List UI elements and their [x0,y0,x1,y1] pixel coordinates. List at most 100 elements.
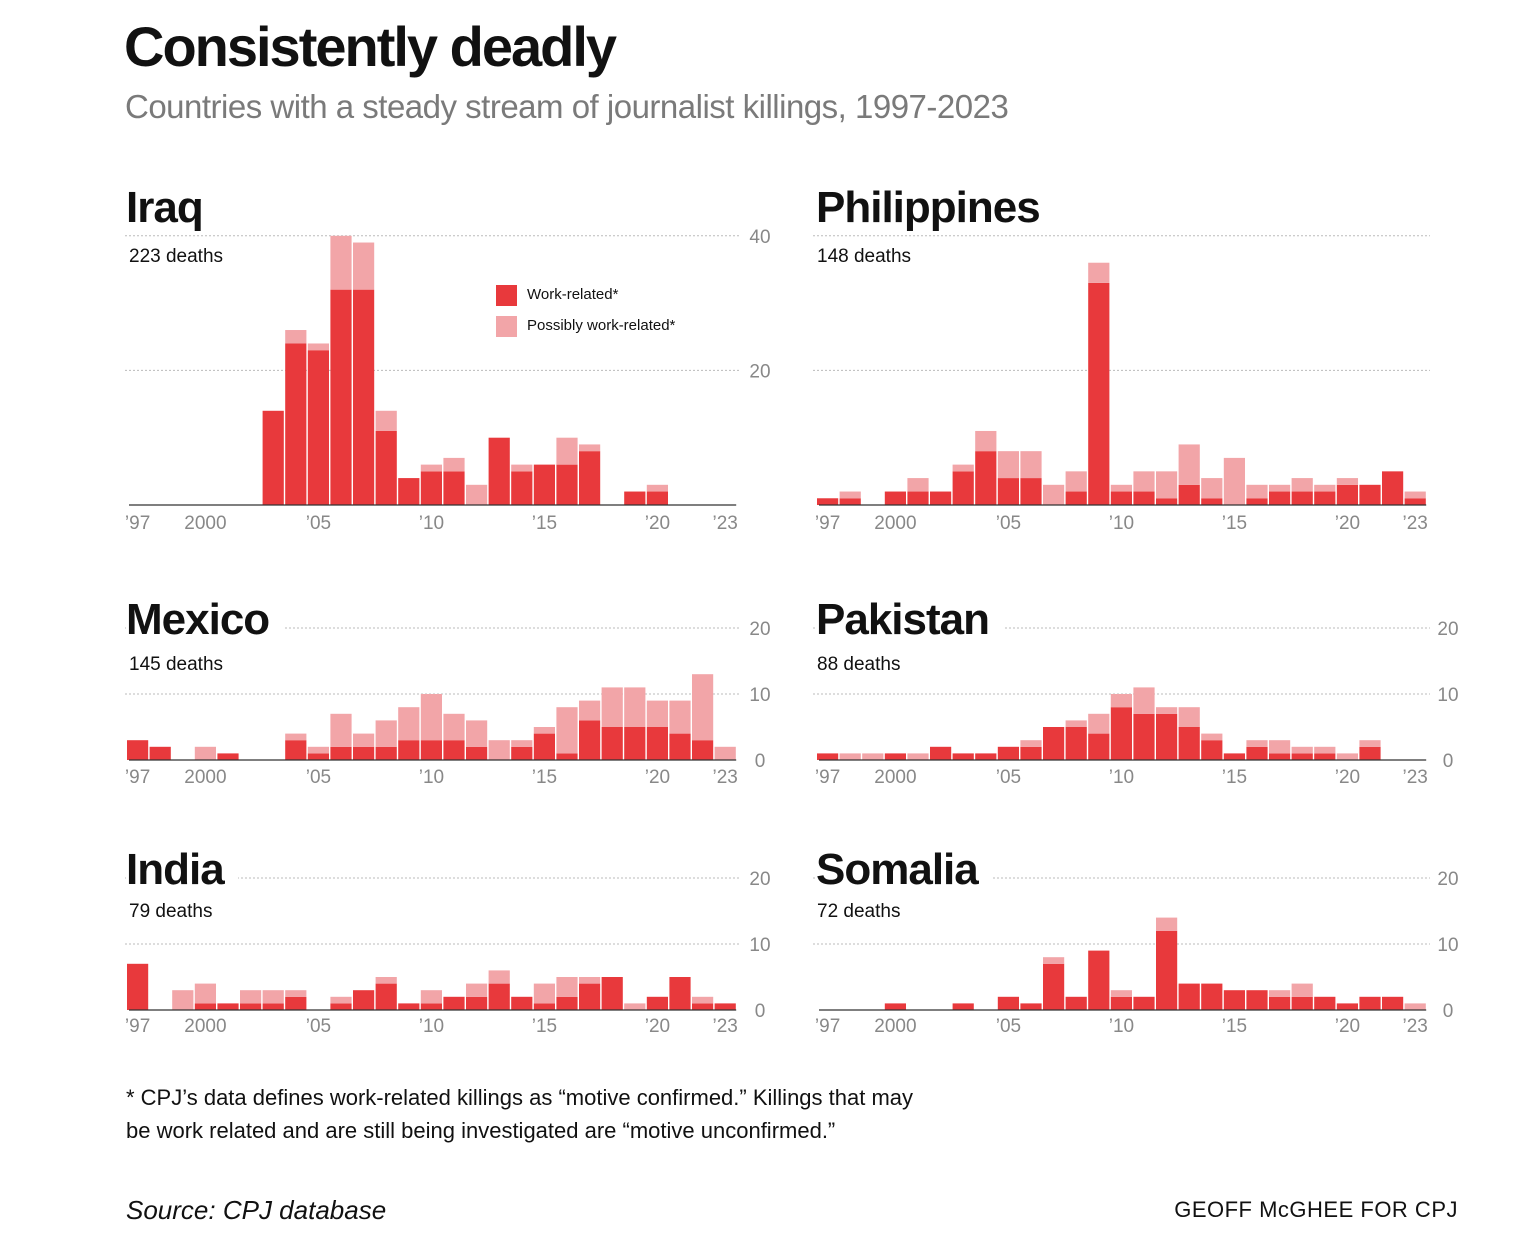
bar-work-related-philippines-2003 [952,471,974,505]
bar-possibly-work-related-philippines-2013 [1178,444,1200,485]
bar-work-related-somalia-2009 [1088,950,1110,1010]
bar-work-related-philippines-2017 [1269,491,1291,505]
bar-possibly-work-related-india-1999 [172,990,194,1010]
bar-work-related-pakistan-2011 [1133,713,1155,760]
deaths-count-iraq: 223 deaths [129,246,224,267]
bar-work-related-iraq-2010 [420,471,442,505]
bar-possibly-work-related-somalia-2023 [1404,1003,1426,1010]
bar-work-related-mexico-2017 [579,720,601,760]
y-tick-label-pakistan: 0 [1443,751,1454,772]
bar-work-related-pakistan-2014 [1201,740,1223,760]
bar-work-related-iraq-2015 [533,464,555,505]
bar-work-related-philippines-2018 [1291,491,1313,505]
bar-possibly-work-related-mexico-2017 [579,700,601,721]
x-tick-label-pakistan: 2000 [874,767,916,788]
bar-work-related-somalia-2020 [1336,1003,1358,1010]
bar-possibly-work-related-mexico-2022 [692,674,714,741]
bar-work-related-philippines-2011 [1133,491,1155,505]
panel-title-iraq: Iraq [126,183,217,233]
bar-work-related-india-1997 [127,963,149,1010]
bar-possibly-work-related-philippines-2003 [952,464,974,472]
bar-work-related-pakistan-1997 [817,753,839,760]
footnote-line-1: * CPJ’s data defines work-related killin… [126,1085,914,1110]
deaths-count-philippines: 148 deaths [817,246,912,267]
y-tick-label-india: 0 [755,1001,766,1022]
x-tick-label-pakistan: ’10 [1109,767,1134,788]
bar-possibly-work-related-philippines-2012 [1156,471,1178,499]
bar-work-related-mexico-2008 [375,746,397,760]
bar-possibly-work-related-mexico-2021 [669,700,691,734]
x-tick-label-somalia: 2000 [874,1016,916,1037]
bar-work-related-mexico-2010 [420,740,442,760]
bar-work-related-mexico-2009 [398,740,420,760]
bar-possibly-work-related-india-2016 [556,977,578,997]
x-tick-label-philippines: 2000 [874,513,916,534]
bar-possibly-work-related-india-2002 [240,990,262,1004]
bar-work-related-india-2001 [217,1003,239,1010]
bar-work-related-india-2013 [488,983,510,1010]
bar-possibly-work-related-somalia-2010 [1110,990,1132,997]
bar-work-related-pakistan-2005 [997,746,1019,760]
bar-possibly-work-related-iraq-2020 [646,484,668,492]
bar-work-related-iraq-2006 [330,289,352,505]
bar-work-related-iraq-2004 [285,343,307,505]
bar-possibly-work-related-india-2019 [624,1003,646,1010]
bar-work-related-mexico-2018 [601,727,623,760]
y-tick-label-india: 10 [749,935,770,956]
bar-work-related-philippines-2002 [930,491,952,505]
bar-possibly-work-related-philippines-2019 [1314,484,1336,492]
y-tick-label-somalia: 0 [1443,1001,1454,1022]
bar-work-related-somalia-2016 [1246,990,1268,1010]
bar-possibly-work-related-mexico-2005 [307,746,329,754]
credit-line: GEOFF McGHEE FOR CPJ [1174,1197,1458,1222]
bar-work-related-iraq-2014 [511,471,533,505]
y-tick-label-mexico: 10 [749,685,770,706]
bar-work-related-iraq-2019 [624,491,646,505]
bar-possibly-work-related-philippines-2017 [1269,484,1291,492]
bar-possibly-work-related-india-2000 [194,983,216,1004]
bar-work-related-philippines-2023 [1404,498,1426,505]
bar-work-related-pakistan-2017 [1269,753,1291,760]
x-tick-label-iraq: ’23 [713,513,738,534]
bar-work-related-india-2006 [330,1003,352,1010]
bar-possibly-work-related-philippines-2023 [1404,491,1426,499]
bar-work-related-pakistan-2008 [1065,727,1087,760]
x-tick-label-india: ’10 [419,1016,444,1037]
x-tick-label-somalia: ’23 [1403,1016,1428,1037]
bar-possibly-work-related-india-2012 [466,983,488,997]
bar-possibly-work-related-india-2008 [375,977,397,984]
bar-possibly-work-related-iraq-2004 [285,330,307,344]
bar-work-related-iraq-2020 [646,491,668,505]
bar-possibly-work-related-iraq-2010 [420,464,442,472]
bar-work-related-somalia-2021 [1359,996,1381,1010]
bar-possibly-work-related-india-2017 [579,977,601,984]
bar-work-related-pakistan-2012 [1156,713,1178,760]
bar-work-related-philippines-2022 [1382,471,1404,505]
y-tick-label-pakistan: 20 [1437,619,1458,640]
bar-work-related-pakistan-2004 [975,753,997,760]
bar-work-related-philippines-2001 [907,491,929,505]
bar-work-related-philippines-2004 [975,451,997,505]
bar-possibly-work-related-mexico-2004 [285,733,307,741]
bar-possibly-work-related-india-2006 [330,996,352,1004]
bar-work-related-india-2018 [601,977,623,1010]
bar-possibly-work-related-philippines-2018 [1291,478,1313,492]
bar-work-related-mexico-2005 [307,753,329,760]
bar-possibly-work-related-iraq-2006 [330,235,352,290]
bar-work-related-iraq-2017 [579,451,601,505]
y-tick-label-iraq: 40 [749,227,770,248]
bar-work-related-pakistan-2009 [1088,733,1110,760]
x-tick-label-india: 2000 [184,1016,226,1037]
x-tick-label-philippines: ’15 [1222,513,1247,534]
bar-work-related-pakistan-2015 [1223,753,1245,760]
x-tick-label-india: ’05 [306,1016,331,1037]
x-tick-label-philippines: ’20 [1335,513,1360,534]
bar-possibly-work-related-philippines-2008 [1065,471,1087,492]
bar-possibly-work-related-philippines-2006 [1020,451,1042,479]
bar-work-related-somalia-2006 [1020,1003,1042,1010]
bar-possibly-work-related-mexico-2020 [646,700,668,727]
bar-work-related-mexico-2016 [556,753,578,760]
bar-possibly-work-related-india-2015 [533,983,555,1004]
bar-possibly-work-related-mexico-2023 [714,746,736,760]
bar-possibly-work-related-philippines-2004 [975,430,997,452]
